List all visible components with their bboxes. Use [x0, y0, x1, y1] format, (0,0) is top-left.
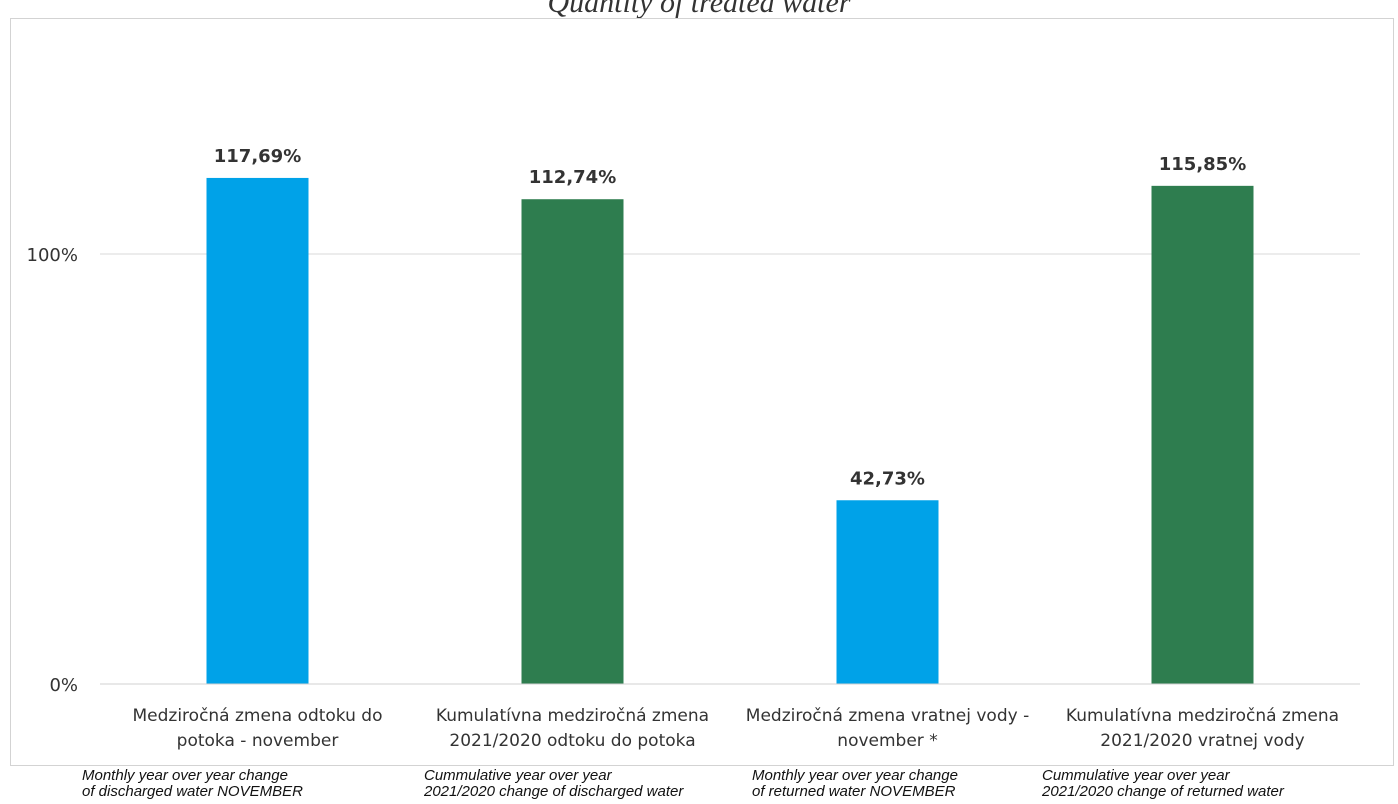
- value-label-4: 115,85%: [1159, 154, 1247, 175]
- category-label-4: Kumulatívna medziročná zmena 2021/2020 vr…: [1066, 706, 1339, 751]
- translation-1: Monthly year over year change of dischar…: [82, 767, 303, 800]
- translation-2: Cummulative year over year 2021/2020 cha…: [424, 767, 684, 800]
- value-label-1: 117,69%: [214, 146, 302, 167]
- category-label-2: Kumulatívna medziročná zmena 2021/2020 od…: [436, 706, 709, 751]
- bar-4: [1151, 185, 1254, 684]
- category-label-3: Medziročná zmena vratnej vody -november …: [746, 706, 1029, 751]
- translation-3: Monthly year over year change of returne…: [752, 767, 958, 800]
- chart-title: Quantity of treated water: [547, 0, 851, 19]
- value-label-3: 42,73%: [850, 468, 925, 489]
- bar-3: [836, 500, 939, 684]
- y-tick-label-100: 100%: [27, 245, 78, 266]
- category-label-1: Medziročná zmena odtoku do potoka - novem…: [132, 706, 382, 751]
- translation-4: Cummulative year over year 2021/2020 cha…: [1042, 767, 1284, 800]
- value-label-2: 112,74%: [529, 167, 617, 188]
- y-tick-label-0: 0%: [49, 675, 78, 696]
- bar-1: [206, 177, 309, 685]
- bar-2: [521, 199, 624, 684]
- chart-frame: [10, 18, 1394, 766]
